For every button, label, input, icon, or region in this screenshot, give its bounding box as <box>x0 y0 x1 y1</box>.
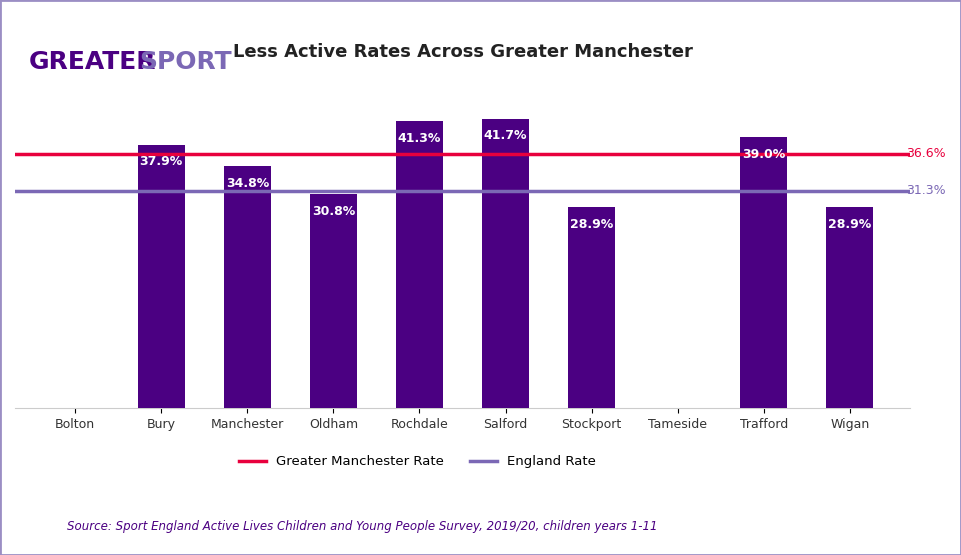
Bar <box>309 194 357 408</box>
Bar <box>396 122 443 408</box>
Bar <box>740 137 787 408</box>
Text: 30.8%: 30.8% <box>311 205 355 218</box>
Text: GREATER: GREATER <box>29 50 157 74</box>
Bar <box>137 145 185 408</box>
Text: 37.9%: 37.9% <box>139 155 183 168</box>
Text: 41.7%: 41.7% <box>483 129 528 142</box>
Text: 41.3%: 41.3% <box>398 132 441 145</box>
Text: 28.9%: 28.9% <box>828 218 872 231</box>
Legend: Greater Manchester Rate, England Rate: Greater Manchester Rate, England Rate <box>234 450 602 473</box>
Bar <box>481 119 530 408</box>
Text: 28.9%: 28.9% <box>570 218 613 231</box>
Text: Source: Sport England Active Lives Children and Young People Survey, 2019/20, ch: Source: Sport England Active Lives Child… <box>67 520 657 533</box>
Title: Less Active Rates Across Greater Manchester: Less Active Rates Across Greater Manches… <box>233 43 693 60</box>
Text: SPORT: SPORT <box>139 50 232 74</box>
Bar <box>826 208 874 408</box>
Text: 31.3%: 31.3% <box>905 184 946 197</box>
Text: 39.0%: 39.0% <box>742 148 785 161</box>
Bar <box>568 208 615 408</box>
Text: 36.6%: 36.6% <box>905 148 946 160</box>
Bar <box>224 166 271 408</box>
Text: 34.8%: 34.8% <box>226 177 269 190</box>
